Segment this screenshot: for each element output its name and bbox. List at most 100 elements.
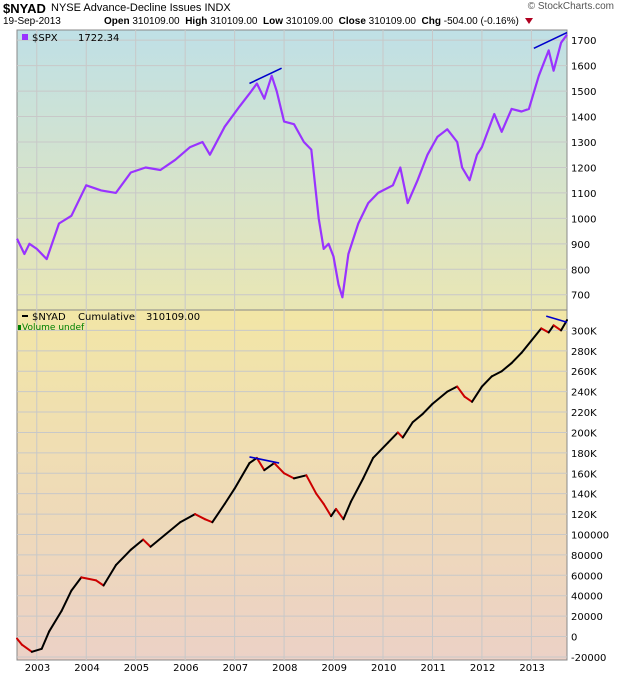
nyad-line-segment-down	[335, 507, 345, 521]
nyad-line-segment-down	[305, 474, 318, 495]
high-label: High	[185, 16, 208, 27]
nyad-line-segment-up	[490, 370, 503, 378]
symbol-description: NYSE Advance-Decline Issues INDX	[51, 2, 231, 14]
nyad-line-segment-down	[194, 513, 206, 521]
chg-label: Chg	[421, 16, 441, 27]
nyad-line-segment-up	[164, 521, 182, 536]
nyad-line-segment-up	[292, 474, 308, 480]
nyad-line-segment-up	[233, 462, 251, 490]
nyad-line-segment-up	[520, 339, 533, 354]
symbol-title: $NYAD	[3, 1, 46, 16]
volume-legend-swatch	[18, 325, 21, 330]
volume-note: Volume undef	[22, 323, 85, 333]
quote-line: Open 310109.00 High 310109.00 Low 310109…	[104, 16, 533, 27]
nyad-line-segment-up	[362, 456, 375, 480]
x-tick-label: 2013	[519, 663, 544, 674]
nyad-line-segment-up	[386, 431, 399, 444]
nyad-line-segment-down	[16, 637, 23, 646]
close-value: 310109.00	[368, 16, 416, 27]
nyad-line-segment-up	[40, 630, 51, 650]
nyad-line-segment-up	[510, 351, 523, 365]
y-tick-label: 140K	[571, 490, 597, 501]
y-tick-label: 60000	[571, 571, 603, 582]
nyad-line-segment-down	[540, 327, 550, 334]
y-tick-label: 1200	[571, 163, 596, 174]
spx-legend-symbol: $SPX	[32, 33, 58, 44]
x-tick-label: 2004	[74, 663, 99, 674]
nyad-line-segment-up	[349, 477, 365, 503]
quote-date: 19-Sep-2013	[3, 16, 61, 27]
close-label: Close	[338, 16, 366, 27]
y-tick-label: 900	[571, 240, 590, 251]
y-tick-label: 300K	[571, 326, 597, 337]
nyad-line-segment-up	[480, 375, 493, 388]
y-tick-label: 1600	[571, 62, 596, 73]
price-panel-background	[16, 29, 568, 311]
x-tick-label: 2005	[124, 663, 149, 674]
y-tick-label: 1700	[571, 36, 596, 47]
nyad-line-segment-up	[114, 548, 132, 567]
nyad-line-segment-up	[70, 576, 83, 592]
nyad-line-segment-down	[463, 395, 474, 403]
nyad-legend-swatch	[22, 315, 28, 317]
y-tick-label: 100000	[571, 530, 609, 541]
nyad-legend-series: Cumulative	[78, 312, 135, 323]
nyad-line-segment-down	[95, 579, 105, 587]
series-layer	[16, 31, 568, 653]
y-tick-label: 180K	[571, 449, 597, 460]
y-tick-label: 80000	[571, 551, 603, 562]
y-tick-label: 1300	[571, 138, 596, 149]
y-tick-label: -20000	[571, 653, 606, 664]
x-tick-label: 2011	[420, 663, 445, 674]
nyad-line-segment-down	[80, 576, 98, 582]
open-value: 310109.00	[132, 16, 180, 27]
nyad-line-segment-up	[179, 513, 197, 524]
nyad-line-segment-down	[255, 456, 266, 472]
y-tick-label: 700	[571, 291, 590, 302]
nyad-line-segment-down	[142, 538, 152, 548]
spx-legend-swatch	[22, 34, 28, 40]
nyad-line-segment-up	[129, 538, 145, 551]
x-tick-label: 2007	[223, 663, 248, 674]
nyad-line-segment-up	[547, 324, 555, 334]
nyad-line-segment-down	[315, 492, 325, 505]
nyad-line-segment-down	[322, 502, 333, 518]
nyad-line-segment-up	[60, 589, 73, 613]
divergence-trendline	[249, 67, 282, 85]
stockcharts-watermark: © StockCharts.com	[527, 1, 614, 12]
nyad-legend-value: 310109.00	[146, 312, 200, 323]
nyad-line-segment-up	[471, 385, 483, 403]
nyad-line-segment-up	[149, 533, 167, 548]
x-tick-label: 2006	[173, 663, 198, 674]
nyad-line-segment-up	[530, 327, 543, 342]
nyad-line-segment-up	[431, 390, 449, 405]
open-label: Open	[104, 16, 130, 27]
low-label: Low	[263, 16, 284, 27]
nyad-line-segment-up	[102, 564, 117, 587]
breadth-panel-background	[16, 309, 568, 661]
y-tick-label: 0	[571, 633, 577, 644]
nyad-line-segment-down	[283, 472, 295, 480]
high-value: 310109.00	[210, 16, 258, 27]
y-tick-label: 240K	[571, 388, 597, 399]
x-tick-label: 2010	[371, 663, 396, 674]
nyad-line-segment-up	[446, 385, 459, 393]
nyad-line-segment-down	[456, 385, 466, 398]
y-tick-label: 1400	[571, 113, 596, 124]
x-tick-label: 2012	[470, 663, 495, 674]
divergence-trendline	[533, 31, 568, 50]
nyad-line-segment-up	[30, 647, 43, 653]
divergence-trendline	[546, 315, 568, 324]
y-tick-label: 1100	[571, 189, 596, 200]
nyad-line-segment-down	[20, 643, 33, 653]
nyad-line-segment-up	[421, 402, 434, 416]
down-arrow-icon	[524, 18, 533, 25]
spx-price-line	[16, 33, 568, 299]
low-value: 310109.00	[285, 16, 334, 27]
y-tick-label: 160K	[571, 469, 597, 480]
divergence-trendline	[249, 456, 280, 464]
spx-legend-value: 1722.34	[78, 33, 119, 44]
chg-value: -504.00 (-0.16%)	[443, 16, 519, 27]
y-tick-label: 200K	[571, 428, 597, 439]
y-tick-label: 800	[571, 265, 590, 276]
